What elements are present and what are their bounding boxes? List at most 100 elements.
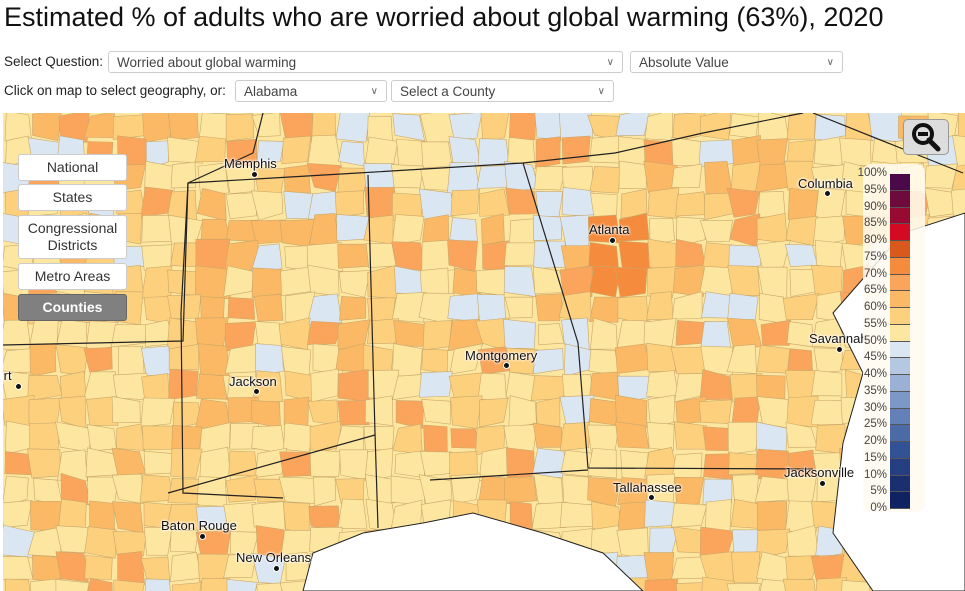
county-shape[interactable] bbox=[785, 215, 818, 246]
county-shape[interactable] bbox=[702, 478, 733, 505]
county-shape[interactable] bbox=[810, 399, 845, 425]
county-shape[interactable] bbox=[251, 190, 284, 221]
county-shape[interactable] bbox=[559, 113, 594, 141]
county-shape[interactable] bbox=[726, 583, 761, 591]
county-shape[interactable] bbox=[561, 187, 596, 217]
county-shape[interactable] bbox=[307, 264, 340, 297]
county-shape[interactable] bbox=[112, 531, 147, 557]
county-shape[interactable] bbox=[338, 141, 365, 167]
county-shape[interactable] bbox=[615, 421, 650, 449]
county-shape[interactable] bbox=[111, 501, 144, 534]
county-shape[interactable] bbox=[449, 217, 478, 242]
county-shape[interactable] bbox=[86, 424, 117, 452]
county-shape[interactable] bbox=[393, 320, 425, 347]
county-shape[interactable] bbox=[675, 191, 706, 217]
county-shape[interactable] bbox=[533, 240, 566, 270]
county-shape[interactable] bbox=[503, 318, 536, 349]
county-shape[interactable] bbox=[727, 292, 759, 321]
county-shape[interactable] bbox=[782, 578, 817, 591]
county-shape[interactable] bbox=[504, 476, 538, 504]
county-shape[interactable] bbox=[168, 113, 199, 141]
county-shape[interactable] bbox=[589, 296, 621, 323]
county-shape[interactable] bbox=[561, 135, 591, 165]
county-shape[interactable] bbox=[141, 215, 174, 243]
county-shape[interactable] bbox=[284, 370, 315, 402]
county-shape[interactable] bbox=[924, 163, 959, 189]
county-shape[interactable] bbox=[785, 555, 819, 583]
county-shape[interactable] bbox=[559, 502, 595, 528]
county-shape[interactable] bbox=[279, 451, 312, 477]
county-shape[interactable] bbox=[532, 348, 564, 375]
county-shape[interactable] bbox=[814, 239, 843, 270]
county-shape[interactable] bbox=[167, 503, 202, 531]
county-shape[interactable] bbox=[306, 320, 343, 345]
county-shape[interactable] bbox=[256, 140, 285, 167]
county-shape[interactable] bbox=[313, 476, 337, 507]
county-shape[interactable] bbox=[758, 113, 790, 143]
county-shape[interactable] bbox=[675, 582, 706, 591]
county-shape[interactable] bbox=[170, 551, 202, 582]
county-shape[interactable] bbox=[729, 113, 760, 139]
county-shape[interactable] bbox=[671, 291, 703, 320]
county-shape[interactable] bbox=[672, 526, 705, 554]
county-shape[interactable] bbox=[116, 423, 146, 451]
county-shape[interactable] bbox=[140, 397, 175, 428]
county-shape[interactable] bbox=[140, 556, 171, 583]
county-shape[interactable] bbox=[392, 113, 425, 142]
county-shape[interactable] bbox=[4, 113, 32, 142]
county-shape[interactable] bbox=[700, 320, 732, 349]
counties-button[interactable]: Counties bbox=[18, 294, 127, 321]
county-shape[interactable] bbox=[533, 215, 563, 241]
county-shape[interactable] bbox=[309, 449, 341, 478]
county-shape[interactable] bbox=[58, 113, 90, 143]
county-shape[interactable] bbox=[117, 345, 145, 377]
county-shape[interactable] bbox=[675, 238, 706, 268]
county-shape[interactable] bbox=[614, 266, 648, 298]
county-shape[interactable] bbox=[83, 347, 113, 373]
county-shape[interactable] bbox=[223, 265, 254, 297]
county-shape[interactable] bbox=[559, 265, 593, 298]
county-shape[interactable] bbox=[478, 188, 510, 217]
county-shape[interactable] bbox=[590, 192, 618, 219]
county-shape[interactable] bbox=[337, 400, 370, 426]
county-shape[interactable] bbox=[699, 369, 733, 401]
county-shape[interactable] bbox=[367, 264, 398, 299]
county-shape[interactable] bbox=[786, 113, 816, 140]
county-shape[interactable] bbox=[729, 213, 761, 247]
county-shape[interactable] bbox=[391, 214, 425, 246]
county-shape[interactable] bbox=[311, 113, 336, 138]
county-shape[interactable] bbox=[144, 578, 172, 591]
county-shape[interactable] bbox=[391, 164, 424, 189]
county-shape[interactable] bbox=[758, 293, 789, 325]
county-shape[interactable] bbox=[55, 579, 90, 591]
county-shape[interactable] bbox=[535, 136, 561, 169]
county-shape[interactable] bbox=[421, 399, 451, 425]
county-shape[interactable] bbox=[811, 370, 843, 397]
county-shape[interactable] bbox=[508, 113, 537, 143]
county-shape[interactable] bbox=[85, 396, 119, 426]
county-shape[interactable] bbox=[421, 348, 448, 375]
county-shape[interactable] bbox=[587, 447, 617, 479]
county-shape[interactable] bbox=[754, 163, 791, 193]
county-shape[interactable] bbox=[646, 421, 675, 452]
county-shape[interactable] bbox=[283, 190, 313, 219]
county-shape[interactable] bbox=[110, 324, 147, 348]
county-shape[interactable] bbox=[533, 473, 564, 506]
county-shape[interactable] bbox=[671, 502, 708, 528]
county-shape[interactable] bbox=[310, 368, 339, 403]
county-shape[interactable] bbox=[421, 141, 453, 168]
county-shape[interactable] bbox=[418, 371, 453, 398]
county-shape[interactable] bbox=[756, 344, 791, 374]
county-shape[interactable] bbox=[620, 450, 649, 482]
county-shape[interactable] bbox=[334, 190, 365, 218]
measure-select[interactable]: Absolute Value ∨ bbox=[630, 51, 843, 73]
county-shape[interactable] bbox=[365, 395, 394, 427]
county-shape[interactable] bbox=[338, 270, 371, 298]
county-shape[interactable] bbox=[731, 551, 761, 583]
county-shape[interactable] bbox=[111, 396, 141, 423]
county-shape[interactable] bbox=[250, 243, 283, 273]
county-shape[interactable] bbox=[535, 293, 563, 322]
county-shape[interactable] bbox=[143, 526, 173, 556]
county-shape[interactable] bbox=[55, 344, 89, 376]
county-shape[interactable] bbox=[760, 319, 792, 346]
